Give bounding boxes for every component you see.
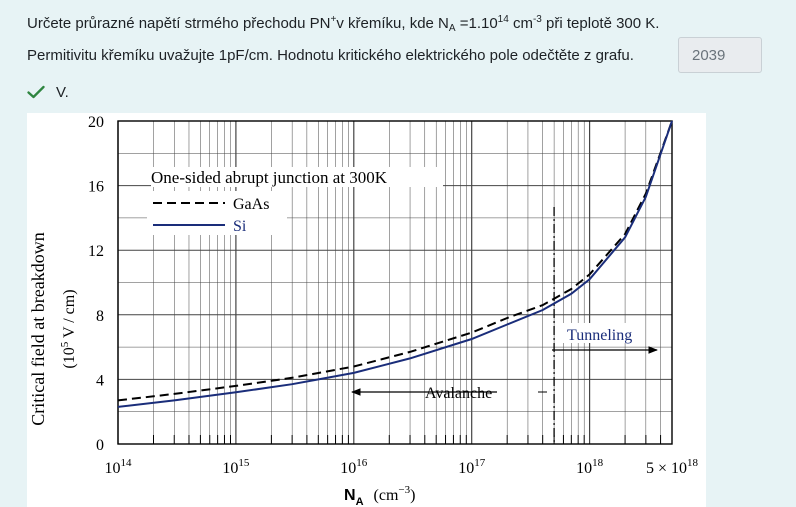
series-line-gaas	[117, 120, 673, 402]
x-unit-close: )	[410, 487, 415, 504]
x-tick-label: 5 × 1018	[646, 457, 699, 477]
x-tick-base: 10	[458, 460, 474, 477]
chart-title-bg	[151, 167, 443, 187]
x-tick-base: 10	[340, 460, 356, 477]
y-axis-title: Critical field at breakdown	[28, 232, 48, 425]
x-axis-label: NA (cm−3)	[344, 484, 415, 507]
x-tick-label: 1017	[458, 457, 486, 477]
x-tick-label: 1016	[340, 457, 368, 477]
x-tick-base: 10	[576, 460, 592, 477]
x-tick-exp: 17	[474, 457, 486, 469]
tunneling-label-bg	[562, 323, 642, 343]
question-text-1e: při teplotě 300 K.	[541, 15, 660, 32]
x-tick-label: 1014	[105, 457, 133, 477]
x-tick-exp: 14	[121, 457, 133, 469]
plot-frame	[117, 120, 673, 445]
y-tick-label: 16	[88, 179, 104, 196]
y-tick-label: 0	[96, 437, 104, 454]
x-label-n: N	[344, 487, 356, 504]
exponent-neg3: -3	[532, 14, 542, 25]
x-tick-base: 10	[105, 460, 121, 477]
y-unit-exp: 5	[59, 341, 71, 347]
exponent-14: 14	[497, 14, 509, 25]
question-text-1d: cm	[508, 15, 533, 32]
subscript-a: A	[448, 23, 456, 34]
superscript-plus: +	[330, 14, 337, 25]
x-tick-exp: 18	[592, 457, 604, 469]
legend-si-label: Si	[233, 218, 247, 235]
avalanche-label: Avalanche	[425, 385, 492, 402]
y-tick-label: 12	[88, 243, 104, 260]
question-line-2: Permitivitu křemíku uvažujte 1pF/cm. Hod…	[27, 47, 634, 64]
y-tick-label: 4	[96, 372, 104, 389]
question-text-1a: Určete průrazné napětí strmého přechodu …	[27, 15, 331, 32]
breakdown-field-chart: 0 4 8 12 16 20 1014 1015 1016 1017 1018 5 × 1018 O…	[27, 113, 706, 507]
x-tick-exp: 18	[687, 457, 699, 469]
result-row: V.	[27, 82, 69, 102]
x-unit-exp: −3	[398, 484, 410, 496]
y-unit-post: V / cm)	[61, 289, 78, 341]
chart-title: One-sided abrupt junction at 300K	[151, 168, 388, 187]
tunneling-label: Tunneling	[567, 327, 632, 344]
y-axis-unit: (105 V / cm)	[59, 289, 78, 368]
y-tick-label: 20	[88, 114, 104, 131]
correct-check-icon	[27, 85, 45, 99]
x-tick-label: 1018	[576, 457, 604, 477]
y-axis-unit-label: (105 V / cm)	[59, 289, 78, 368]
x-tick-label: 1015	[222, 457, 250, 477]
series-line-si	[117, 120, 673, 408]
x-tick-base: 10	[222, 460, 238, 477]
question-text-1c: =1.10	[455, 15, 498, 32]
x-minor-ticks	[152, 435, 662, 444]
x-unit-open: (cm	[374, 487, 399, 504]
question-line-1: Určete průrazné napětí strmého přechodu …	[27, 14, 659, 34]
unit-label: V.	[56, 83, 69, 101]
x-tick-exp: 16	[356, 457, 368, 469]
legend-bg	[147, 191, 287, 235]
y-axis-label: Critical field at breakdown	[28, 232, 48, 425]
question-text-1b: v křemíku, kde N	[336, 15, 449, 32]
x-label-sub: A	[356, 496, 364, 507]
answer-input[interactable]: 2039	[678, 37, 762, 73]
y-unit-pre: (10	[61, 347, 78, 368]
x-tick-base: 5 × 10	[646, 460, 687, 477]
legend-gaas-label: GaAs	[233, 196, 269, 213]
y-tick-label: 8	[96, 308, 104, 325]
x-tick-exp: 15	[238, 457, 250, 469]
